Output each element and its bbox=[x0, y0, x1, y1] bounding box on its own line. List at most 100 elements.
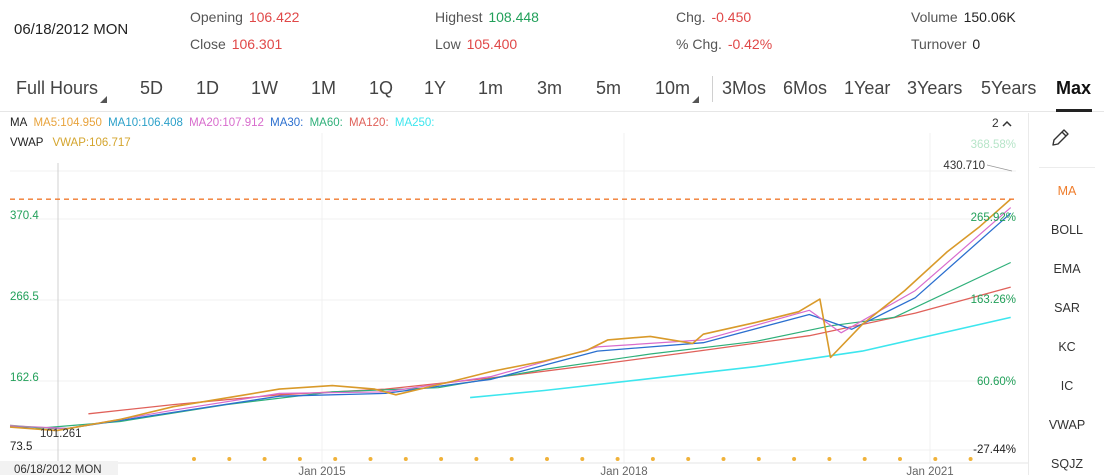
x-tick-label: Jan 2021 bbox=[906, 466, 953, 475]
sidebar-item-ma[interactable]: MA bbox=[1057, 184, 1077, 198]
event-dot bbox=[862, 457, 867, 461]
start-date-label: 06/18/2012 MON bbox=[14, 464, 102, 475]
highest-stat: Highest 108.448 bbox=[435, 9, 539, 25]
tab-1m-month[interactable]: 1M bbox=[311, 78, 337, 98]
pencil-icon[interactable] bbox=[1049, 127, 1071, 149]
chevron-up-icon bbox=[1002, 120, 1012, 127]
volume-value: 150.06K bbox=[963, 9, 1016, 25]
tab-3years[interactable]: 3Years bbox=[907, 78, 963, 98]
tab-5d[interactable]: 5D bbox=[140, 78, 164, 98]
dropdown-corner-icon bbox=[100, 96, 108, 103]
ma-legend-label: MA bbox=[10, 117, 28, 129]
low-value: 105.400 bbox=[466, 36, 518, 52]
sidebar-item-kc[interactable]: KC bbox=[1058, 340, 1076, 354]
period-tabs: Full Hours 5D 1D 1W 1M 1Q 1Y 1m 3m 5m 10… bbox=[0, 66, 1104, 112]
series-line-ma250 bbox=[470, 316, 1011, 399]
chart-series bbox=[9, 198, 1012, 432]
tab-1y[interactable]: 1Y bbox=[424, 78, 447, 98]
series-line-price bbox=[9, 198, 1012, 432]
event-dot bbox=[686, 457, 691, 461]
event-dot bbox=[403, 457, 408, 461]
pct-tick-label: 368.58% bbox=[971, 139, 1016, 151]
tab-separator bbox=[712, 76, 713, 102]
dropdown-corner-icon bbox=[692, 96, 700, 103]
event-dot bbox=[368, 457, 373, 461]
tab-1w[interactable]: 1W bbox=[251, 78, 278, 98]
close-stat: Close 106.301 bbox=[190, 36, 283, 52]
sidebar-item-boll[interactable]: BOLL bbox=[1051, 223, 1083, 237]
low-stat: Low 105.400 bbox=[435, 36, 518, 52]
event-dot bbox=[474, 457, 479, 461]
pct-chg-stat: % Chg. -0.42% bbox=[676, 36, 773, 52]
ma120-legend: MA120: bbox=[349, 117, 389, 129]
series-line-ma120 bbox=[88, 286, 1011, 415]
chg-stat: Chg. -0.450 bbox=[676, 9, 752, 25]
tab-1d[interactable]: 1D bbox=[196, 78, 220, 98]
pct-tick-label: -27.44% bbox=[973, 444, 1016, 456]
event-dot bbox=[615, 457, 620, 461]
event-dot bbox=[580, 457, 585, 461]
x-tick-label: Jan 2018 bbox=[600, 466, 647, 475]
max-pointer-line bbox=[986, 164, 1013, 172]
event-dot bbox=[792, 457, 797, 461]
event-dot bbox=[262, 457, 267, 461]
turnover-value: 0 bbox=[972, 36, 981, 52]
ma10-legend: MA10:106.408 bbox=[108, 117, 183, 129]
pct-tick-label: 163.26% bbox=[971, 294, 1016, 306]
quote-header: 06/18/2012 MON Opening 106.422 Close 106… bbox=[0, 0, 1104, 66]
indicator-sidebar: MA BOLL EMA SAR KC IC VWAP SQJZ bbox=[1028, 113, 1104, 475]
opening-stat: Opening 106.422 bbox=[190, 9, 300, 25]
highest-value: 108.448 bbox=[488, 9, 539, 25]
ma250-legend: MA250: bbox=[394, 117, 435, 129]
tab-max[interactable]: Max bbox=[1056, 78, 1092, 98]
chart-marks: 370.4 266.5 162.6 73.5 368.58% 265.92% 163.26%… bbox=[0, 139, 1016, 475]
tab-1m-minute[interactable]: 1m bbox=[478, 78, 504, 98]
sidebar-divider bbox=[1039, 167, 1095, 168]
y-tick-label: 73.5 bbox=[10, 441, 32, 453]
vwap-legend: VWAP VWAP:106.717 bbox=[10, 137, 131, 149]
series-line-ma20 bbox=[9, 207, 1012, 430]
chg-value: -0.450 bbox=[711, 9, 752, 25]
event-dot bbox=[227, 457, 232, 461]
vwap-legend-label: VWAP bbox=[10, 137, 44, 149]
event-dot bbox=[297, 457, 302, 461]
series-line-ma30 bbox=[9, 212, 1012, 430]
tab-5years[interactable]: 5Years bbox=[981, 78, 1037, 98]
event-dot bbox=[439, 457, 444, 461]
event-dot bbox=[192, 457, 196, 461]
tab-5m[interactable]: 5m bbox=[596, 78, 622, 98]
ma-legend: MA MA5:104.950 MA10:106.408 MA20:107.912… bbox=[10, 117, 438, 129]
sidebar-item-ic[interactable]: IC bbox=[1060, 379, 1074, 393]
pct-tick-label: 60.60% bbox=[977, 376, 1016, 388]
tab-10m[interactable]: 10m bbox=[655, 78, 700, 103]
event-dot bbox=[756, 457, 761, 461]
ma60-legend: MA60: bbox=[309, 117, 343, 129]
tab-1year[interactable]: 1Year bbox=[844, 78, 891, 98]
event-dot bbox=[933, 457, 938, 461]
quote-date: 06/18/2012 MON bbox=[14, 21, 129, 38]
x-tick-label: Jan 2015 bbox=[298, 466, 345, 475]
ma30-legend: MA30: bbox=[270, 117, 304, 129]
event-dot bbox=[898, 457, 902, 461]
collapse-toggle[interactable]: 2 bbox=[992, 116, 1012, 130]
event-dot bbox=[545, 457, 549, 461]
tab-full-hours[interactable]: Full Hours bbox=[16, 78, 108, 103]
sidebar-item-sqjz[interactable]: SQJZ bbox=[1051, 457, 1083, 471]
vwap-legend-value: VWAP:106.717 bbox=[52, 137, 131, 149]
sidebar-item-ema[interactable]: EMA bbox=[1053, 262, 1081, 276]
price-chart[interactable]: 370.4 266.5 162.6 73.5 368.58% 265.92% 163.26%… bbox=[0, 113, 1028, 475]
tab-1q[interactable]: 1Q bbox=[369, 78, 394, 98]
min-pointer-line bbox=[9, 424, 56, 430]
turnover-stat: Turnover 0 bbox=[911, 36, 981, 52]
tab-6mos[interactable]: 6Mos bbox=[783, 78, 828, 98]
tab-3m[interactable]: 3m bbox=[537, 78, 563, 98]
tab-3mos[interactable]: 3Mos bbox=[722, 78, 767, 98]
sidebar-item-sar[interactable]: SAR bbox=[1054, 301, 1080, 315]
event-dot bbox=[827, 457, 832, 461]
pct-tick-label: 265.92% bbox=[971, 212, 1016, 224]
event-dot bbox=[509, 457, 514, 461]
sidebar-item-vwap[interactable]: VWAP bbox=[1048, 418, 1086, 432]
active-tab-indicator bbox=[1056, 109, 1092, 112]
pct-chg-value: -0.42% bbox=[727, 36, 773, 52]
event-dot bbox=[721, 457, 726, 461]
